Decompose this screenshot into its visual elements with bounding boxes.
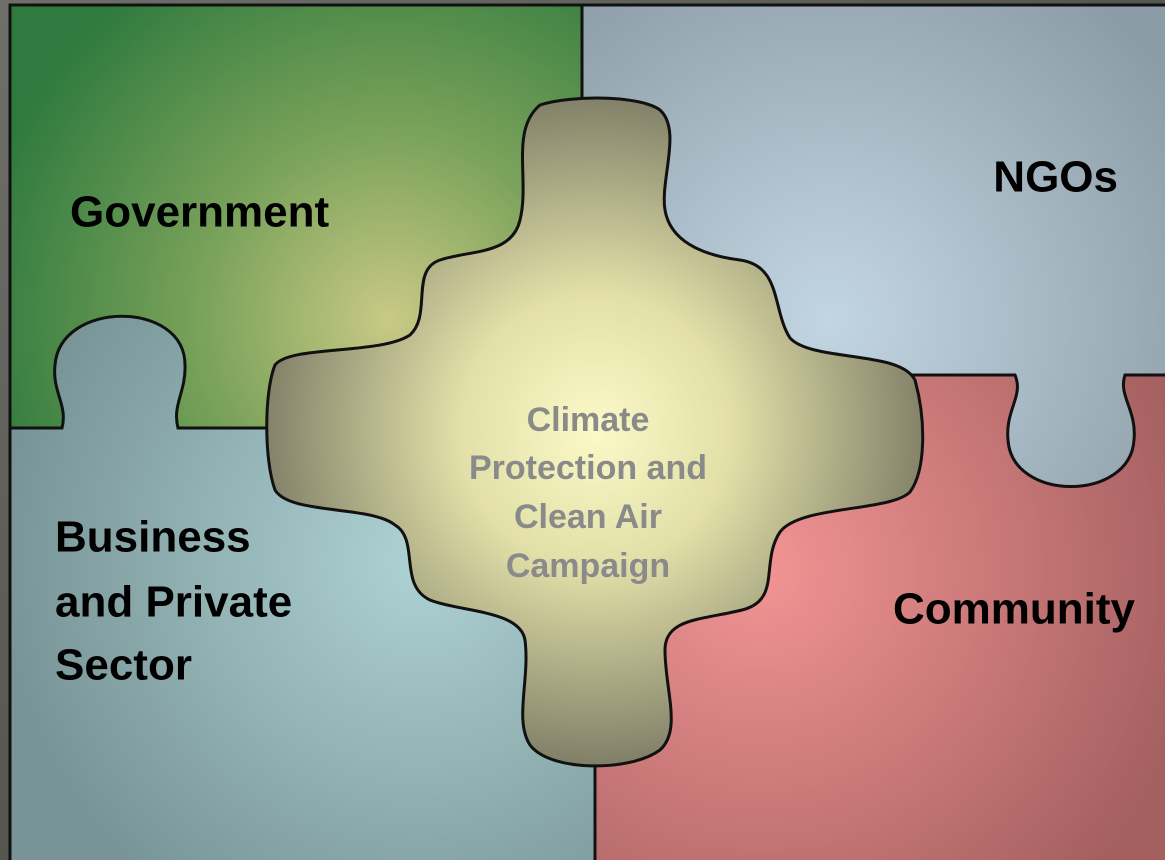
piece-label: Government [70,188,330,237]
center-label: Climate [527,401,650,439]
piece-label: Community [893,585,1136,634]
center-label: Clean Air [514,498,662,536]
piece-label: Sector [55,641,192,690]
center-label: Campaign [506,547,670,585]
piece-label: NGOs [993,153,1118,202]
center-label: Protection and [469,449,707,487]
piece-label: and Private [55,578,292,627]
piece-label: Business [55,513,251,562]
center-piece [265,96,925,768]
